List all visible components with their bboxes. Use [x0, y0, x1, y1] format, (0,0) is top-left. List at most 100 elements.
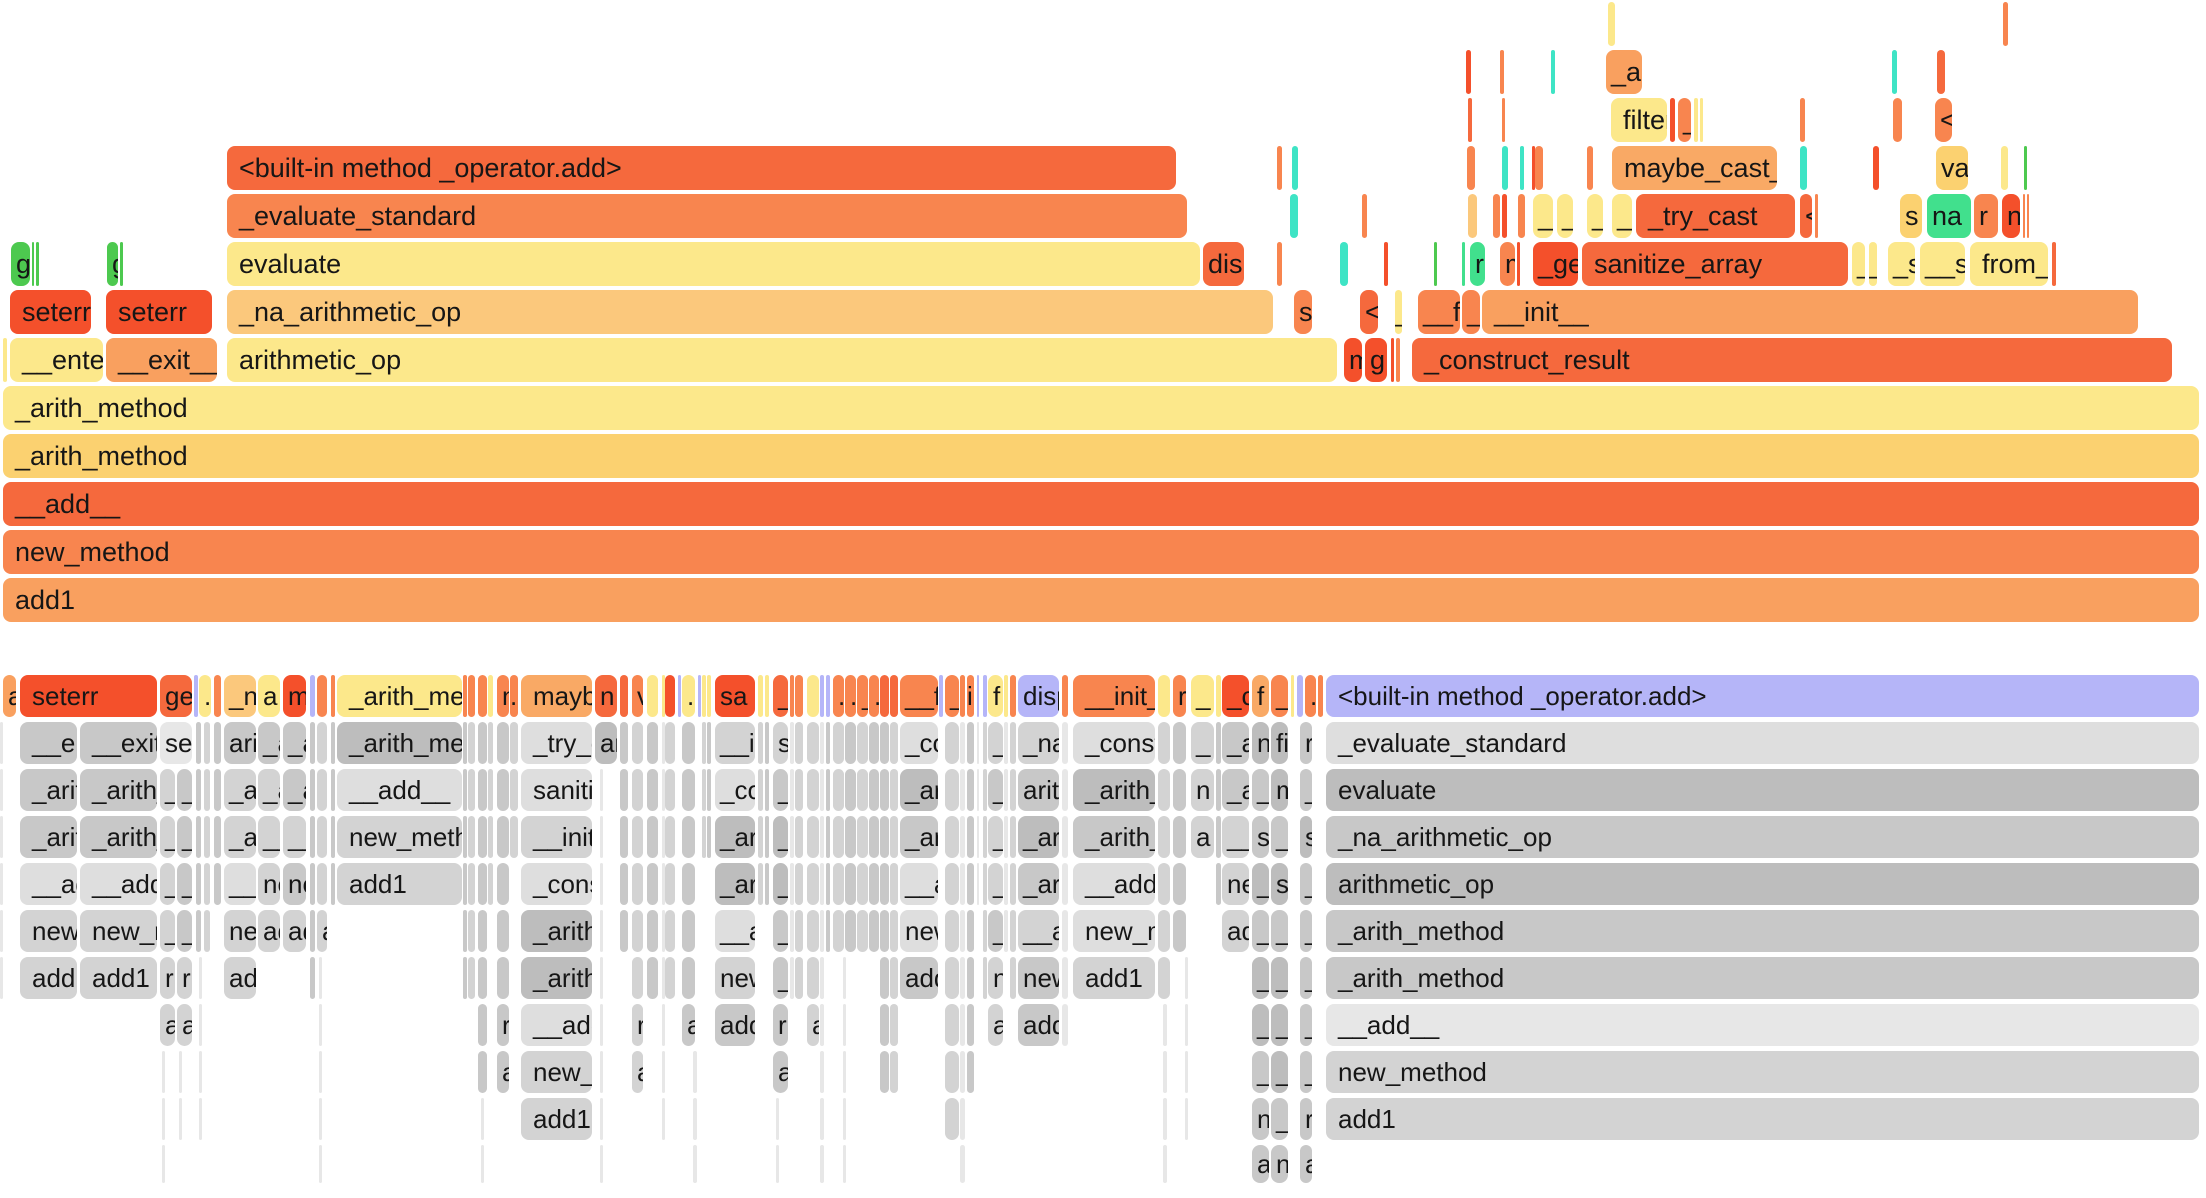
frame-_[interactable]: _ [1612, 194, 1632, 238]
frame-sliver[interactable] [1532, 146, 1535, 190]
frame-sliver[interactable] [707, 675, 711, 717]
frame-sliver[interactable] [1391, 338, 1394, 382]
frame-sliver[interactable] [790, 769, 794, 811]
frame-disp[interactable]: disp [1203, 242, 1244, 286]
frame-sliver[interactable] [960, 722, 965, 764]
frame-m[interactable]: m [1500, 242, 1515, 286]
frame-sliver[interactable] [857, 816, 868, 858]
frame-sliver[interactable] [790, 816, 794, 858]
frame-sliver[interactable] [199, 1051, 202, 1093]
frame-sliver[interactable] [463, 863, 467, 905]
frame-sliver[interactable] [880, 816, 889, 858]
frame-add1[interactable]: add1 [1073, 957, 1155, 999]
frame-sliver[interactable] [869, 910, 879, 952]
frame-a[interactable]: a [682, 1004, 695, 1046]
frame-sliver[interactable] [2024, 146, 2027, 190]
frame-sliver[interactable] [833, 722, 844, 764]
frame-n[interactable]: n [1271, 1145, 1288, 1183]
frame-sliver[interactable] [758, 769, 763, 811]
frame-sliver[interactable] [702, 722, 706, 764]
frame-sliver[interactable] [1163, 1004, 1167, 1046]
frame-__add__[interactable]: __add__ [521, 1004, 592, 1046]
frame-_arith_method[interactable]: _arith_method [715, 863, 755, 905]
frame-sliver[interactable] [647, 957, 658, 999]
frame-sliver[interactable] [945, 1051, 959, 1093]
frame-sliver[interactable] [632, 910, 643, 952]
frame-_[interactable]: _ [1300, 1051, 1312, 1093]
frame-sliver[interactable] [478, 769, 487, 811]
frame-sliver[interactable] [678, 675, 681, 717]
frame-r[interactable]: r [1300, 722, 1312, 764]
frame-sliver[interactable] [1185, 957, 1188, 999]
frame-__fi[interactable]: __fi [1418, 290, 1460, 334]
frame-_[interactable]: _ [1271, 910, 1288, 952]
frame-_ge[interactable]: _ge [1533, 242, 1578, 286]
frame-_arith_method[interactable]: _arith_method [258, 722, 280, 764]
frame-sliver[interactable] [488, 675, 493, 717]
frame-sliver[interactable] [510, 769, 518, 811]
frame-_[interactable]: _ [1462, 290, 1480, 334]
frame-sliver[interactable] [665, 910, 675, 952]
frame-sliver[interactable] [665, 675, 675, 717]
frame-__add__[interactable]: __add__ [20, 863, 77, 905]
frame-sliver[interactable] [1467, 146, 1475, 190]
frame-sliver[interactable] [807, 910, 819, 952]
frame-_arith_method[interactable]: _arith_method [1222, 769, 1249, 811]
frame-g[interactable]: g [11, 242, 30, 286]
frame-r[interactable]: r [632, 1004, 643, 1046]
frame-sliver[interactable] [647, 675, 658, 717]
frame-_arith_method[interactable]: _arith_method [1326, 957, 2199, 999]
frame-_arith_method[interactable]: _arith_method [1018, 863, 1059, 905]
frame-[interactable]: . [1305, 675, 1316, 717]
frame-_[interactable]: _ [160, 816, 175, 858]
frame-sliver[interactable] [1163, 1145, 1167, 1183]
frame-_[interactable]: _ [988, 863, 1003, 905]
frame-sliver[interactable] [1216, 722, 1221, 764]
frame-_arith_method[interactable]: _arith_method [900, 769, 938, 811]
frame-new_method[interactable]: new_method [900, 910, 938, 952]
frame-sliver[interactable] [765, 863, 769, 905]
frame-sliver[interactable] [983, 675, 987, 717]
frame-sliver[interactable] [665, 863, 675, 905]
frame-r[interactable]: r [1974, 194, 1998, 238]
frame-_[interactable]: _ [1271, 1004, 1288, 1046]
frame-sliver[interactable] [620, 816, 628, 858]
frame-_[interactable]: _ [857, 675, 868, 717]
frame-m[interactable]: m [1271, 769, 1288, 811]
frame-sliver[interactable] [1502, 194, 1507, 238]
frame-g[interactable]: g [107, 242, 118, 286]
frame-_[interactable]: _ [1557, 194, 1573, 238]
frame-_arith_method[interactable]: _arith_method [337, 675, 462, 717]
frame-sliver[interactable] [310, 675, 315, 717]
frame-sliver[interactable] [820, 910, 824, 952]
frame-add1[interactable]: add1 [80, 957, 157, 999]
frame-sliver[interactable] [204, 769, 210, 811]
frame-sliver[interactable] [194, 675, 198, 717]
frame-sliver[interactable] [463, 910, 467, 952]
frame-sliver[interactable] [162, 1098, 165, 1140]
frame-add1[interactable]: add1 [3, 578, 2199, 622]
frame-sliver[interactable] [945, 816, 959, 858]
frame-s[interactable]: s [773, 722, 788, 764]
frame-sliver[interactable] [600, 769, 603, 811]
frame-[interactable]: . [833, 675, 844, 717]
frame-sliver[interactable] [120, 242, 123, 286]
frame-sliver[interactable] [945, 769, 959, 811]
frame-sliver[interactable] [1608, 2, 1615, 46]
frame-sliver[interactable] [1517, 242, 1520, 286]
frame-[interactable]: < [1360, 290, 1378, 334]
frame-sliver[interactable] [632, 863, 643, 905]
frame-sliver[interactable] [497, 957, 509, 999]
frame-sliver[interactable] [1004, 769, 1008, 811]
frame-sliver[interactable] [698, 675, 701, 717]
frame-sliver[interactable] [662, 863, 665, 905]
frame-sliver[interactable] [481, 1098, 484, 1140]
frame-sliver[interactable] [983, 722, 987, 764]
frame-_[interactable]: _ [773, 863, 788, 905]
frame-_[interactable]: _ [945, 675, 959, 717]
frame-[interactable]: . [510, 675, 518, 717]
frame-sliver[interactable] [478, 816, 487, 858]
frame-_[interactable]: _ [160, 863, 175, 905]
frame-seterr[interactable]: seterr [106, 290, 212, 334]
frame-n[interactable]: n [595, 675, 617, 717]
